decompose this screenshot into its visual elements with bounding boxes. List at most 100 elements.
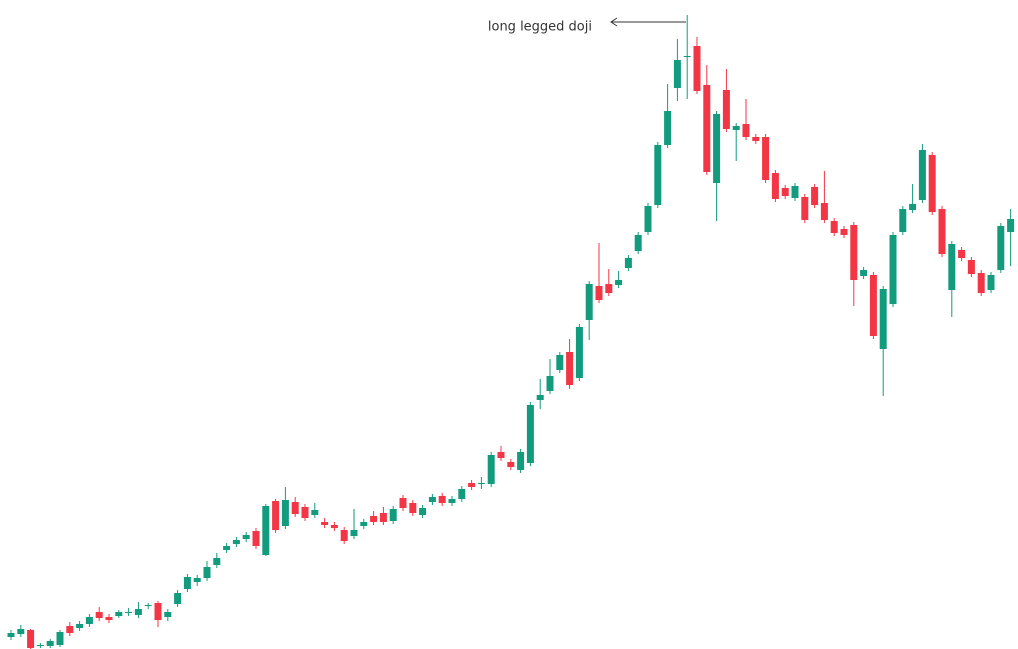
- candle-body: [419, 508, 427, 515]
- candle-body: [860, 270, 868, 276]
- candle-body: [781, 188, 789, 196]
- candle-body: [360, 522, 368, 526]
- candle-body: [683, 56, 691, 57]
- candle-body: [7, 633, 15, 637]
- candle-body: [36, 645, 44, 646]
- candle-body: [615, 280, 623, 285]
- candle-body: [771, 173, 779, 199]
- candle-body: [252, 531, 260, 546]
- candle-body: [56, 632, 64, 645]
- candle-body: [370, 516, 378, 522]
- candle-body: [840, 229, 848, 235]
- candle-body: [291, 502, 299, 514]
- candle-body: [458, 489, 466, 499]
- candle-body: [673, 60, 681, 88]
- candle-body: [17, 629, 25, 634]
- candle-body: [448, 499, 456, 503]
- candle-body: [409, 503, 417, 513]
- candle-body: [634, 235, 642, 251]
- candle-body: [791, 186, 799, 198]
- candle-body: [477, 483, 485, 484]
- candle-body: [134, 609, 142, 615]
- candle-body: [654, 145, 662, 205]
- candle-body: [174, 593, 182, 604]
- candle-body: [605, 284, 613, 293]
- candle-body: [713, 114, 721, 183]
- candle-body: [330, 525, 338, 528]
- candle-body: [242, 535, 250, 539]
- candle-body: [468, 483, 476, 487]
- candle-body: [938, 209, 946, 254]
- candle-body: [311, 510, 319, 515]
- candle-body: [85, 617, 93, 624]
- candle-body: [66, 626, 74, 633]
- candle-body: [27, 630, 35, 648]
- candle-body: [399, 498, 407, 508]
- candle-body: [428, 497, 436, 502]
- candle-body: [566, 352, 574, 385]
- candle-body: [301, 507, 309, 518]
- candle-body: [340, 530, 348, 541]
- candle-body: [624, 258, 632, 268]
- candle-body: [438, 496, 446, 503]
- candle-body: [507, 462, 515, 467]
- candle-body: [850, 225, 858, 280]
- candle-body: [321, 522, 329, 525]
- candle-body: [967, 260, 975, 274]
- candle-body: [536, 395, 544, 400]
- candle-body: [223, 546, 231, 550]
- candle-body: [664, 111, 672, 145]
- candle-body: [693, 46, 701, 91]
- candle-body: [948, 244, 956, 290]
- candle-body: [154, 603, 162, 620]
- candle-body: [379, 513, 387, 522]
- candle-body: [546, 376, 554, 391]
- candle-body: [232, 540, 240, 544]
- candle-body: [281, 500, 289, 526]
- candle-body: [899, 209, 907, 232]
- candle-body: [918, 150, 926, 200]
- candle-body: [497, 452, 505, 458]
- candle-body: [811, 187, 819, 205]
- candle-body: [801, 197, 809, 220]
- candle-body: [164, 612, 172, 617]
- candle-body: [742, 124, 750, 137]
- candle-body: [889, 235, 897, 304]
- candle-body: [105, 617, 113, 620]
- candle-body: [517, 452, 525, 470]
- candle-body: [46, 641, 54, 646]
- candle-body: [879, 289, 887, 349]
- candle-body: [389, 509, 397, 521]
- candle-body: [752, 137, 760, 141]
- candle-body: [115, 612, 123, 616]
- candle-body: [958, 250, 966, 258]
- candle-body: [272, 501, 280, 530]
- candle-body: [820, 203, 828, 220]
- candle-body: [762, 137, 770, 180]
- candle-body: [487, 455, 495, 484]
- candle-body: [928, 155, 936, 212]
- arrow-head: [610, 17, 618, 27]
- annotation: long legged doji: [488, 20, 592, 35]
- candle-body: [95, 612, 103, 618]
- candle-body: [997, 226, 1005, 270]
- candle-body: [262, 506, 270, 555]
- candle-body: [732, 126, 740, 130]
- candle-body: [556, 355, 564, 370]
- candle-body: [575, 327, 583, 378]
- candle-body: [203, 567, 211, 578]
- candle-body: [987, 275, 995, 290]
- candle-body: [703, 85, 711, 172]
- candle-body: [722, 90, 730, 129]
- candle-body: [585, 284, 593, 320]
- candle-body: [830, 221, 838, 233]
- candle-body: [869, 275, 877, 336]
- candle-body: [909, 204, 917, 210]
- candle-body: [193, 578, 201, 582]
- candle-body: [76, 624, 84, 628]
- candle-body: [144, 605, 152, 606]
- candle-body: [1007, 219, 1015, 232]
- candle-body: [977, 273, 985, 293]
